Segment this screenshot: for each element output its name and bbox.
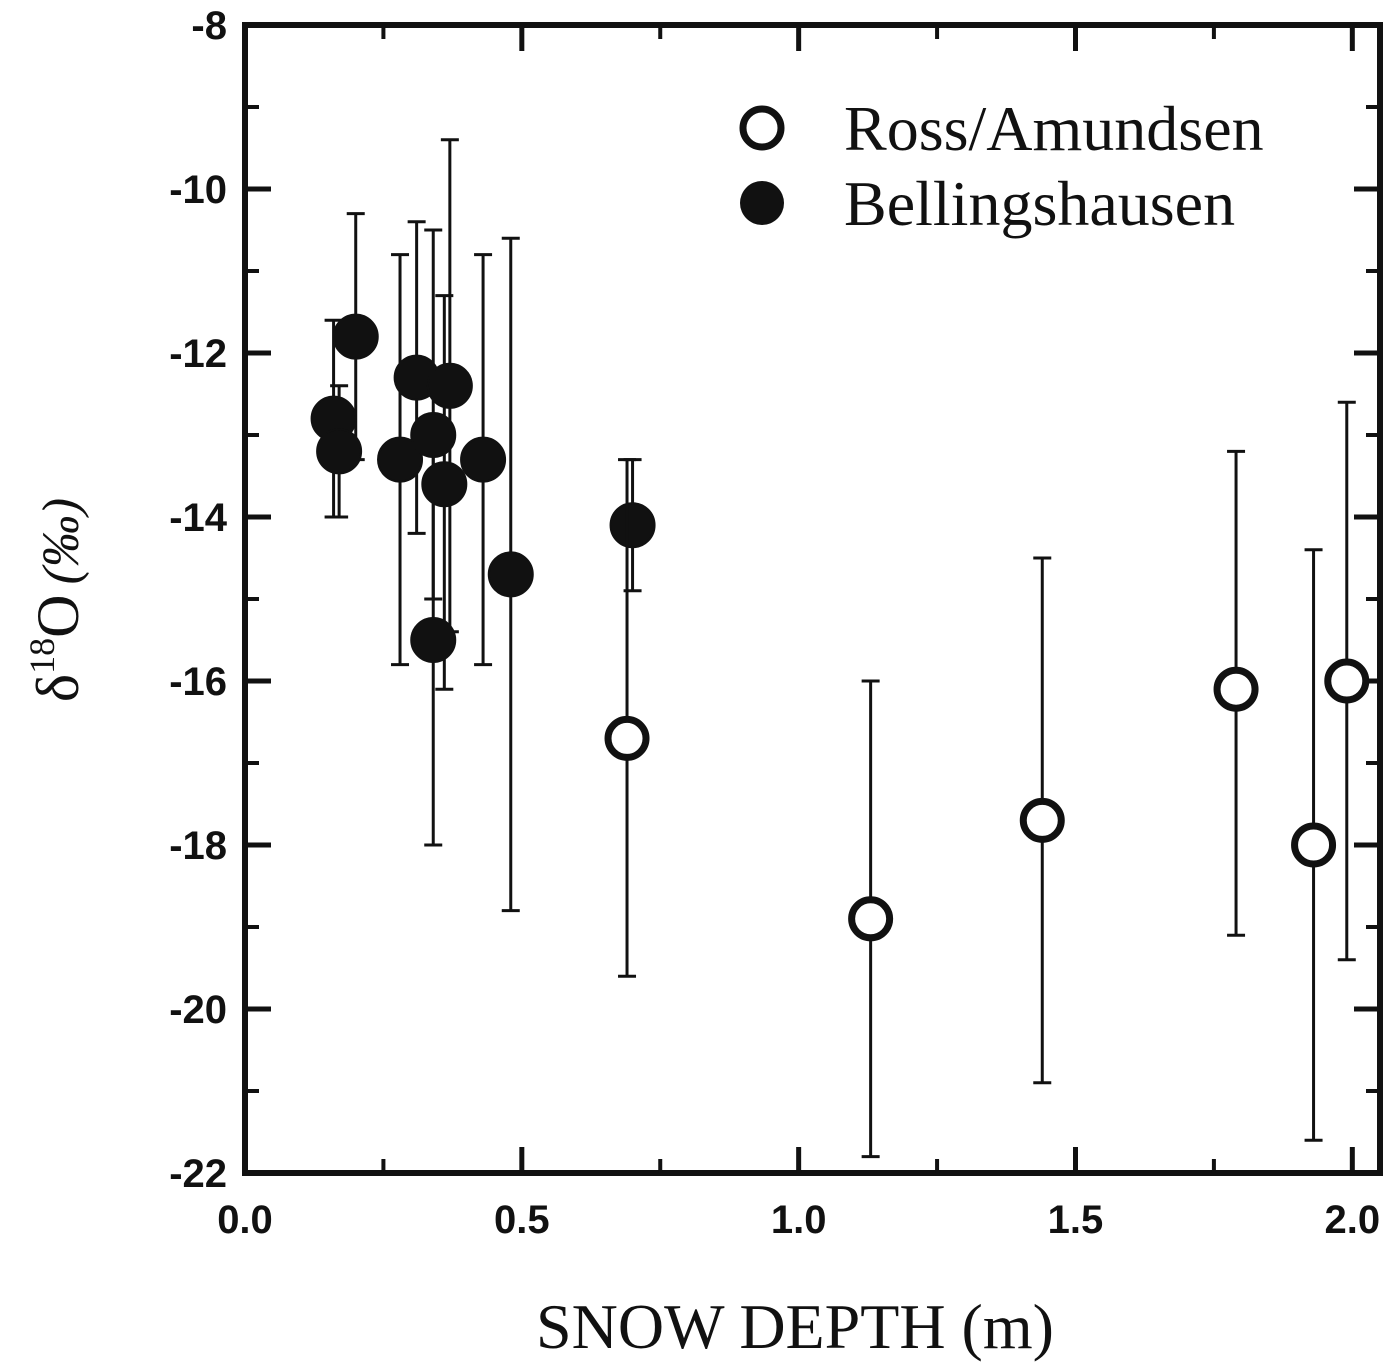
data-point-open xyxy=(1213,666,1259,712)
data-point-filled xyxy=(487,551,534,598)
x-tick-label: 0.5 xyxy=(494,1198,550,1242)
data-point-filled xyxy=(410,617,457,663)
data-point-filled xyxy=(460,436,507,483)
legend-label: Bellingshausen xyxy=(844,168,1235,239)
y-axis-label-delta: δ xyxy=(25,674,91,702)
y-tick-label: -14 xyxy=(169,496,228,540)
data-point-filled xyxy=(316,428,363,475)
y-axis-label-main: O xyxy=(25,595,91,638)
data-point-filled xyxy=(421,461,468,508)
y-tick-label: -8 xyxy=(191,4,227,48)
y-axis-label: δ18O (‰) xyxy=(22,498,91,702)
data-layer xyxy=(310,138,1370,1159)
data-point-open xyxy=(848,896,894,942)
x-tick-label: 1.0 xyxy=(771,1198,827,1242)
data-point-filled xyxy=(426,362,473,409)
x-tick-label: 2.0 xyxy=(1325,1198,1381,1242)
y-axis-label-unit: (‰) xyxy=(33,498,90,585)
y-axis-label-sup: 18 xyxy=(22,638,62,674)
y-tick-label: -16 xyxy=(169,660,227,704)
legend-marker-open xyxy=(739,105,785,151)
data-point-filled xyxy=(609,502,656,549)
legend-marker-filled xyxy=(740,181,784,225)
y-tick-label: -10 xyxy=(169,168,227,212)
svg-text:δ18O(‰): δ18O (‰) xyxy=(22,498,91,702)
x-tick-label: 0.0 xyxy=(217,1198,273,1242)
data-point-open xyxy=(604,715,650,761)
x-tick-label: 1.5 xyxy=(1048,1198,1104,1242)
data-point-filled xyxy=(332,313,379,360)
data-point-filled xyxy=(410,412,457,458)
data-point-open xyxy=(1291,822,1337,868)
data-point-open xyxy=(1019,797,1065,843)
y-tick-label: -18 xyxy=(169,824,227,868)
data-point-filled xyxy=(377,436,424,483)
x-axis-label: SNOW DEPTH (m) xyxy=(536,1291,1054,1362)
legend-label: Ross/Amundsen xyxy=(844,93,1264,164)
data-point-open xyxy=(1324,658,1370,704)
y-tick-label: -20 xyxy=(169,988,227,1032)
y-tick-label: -22 xyxy=(169,1152,227,1196)
y-tick-label: -12 xyxy=(169,332,227,376)
